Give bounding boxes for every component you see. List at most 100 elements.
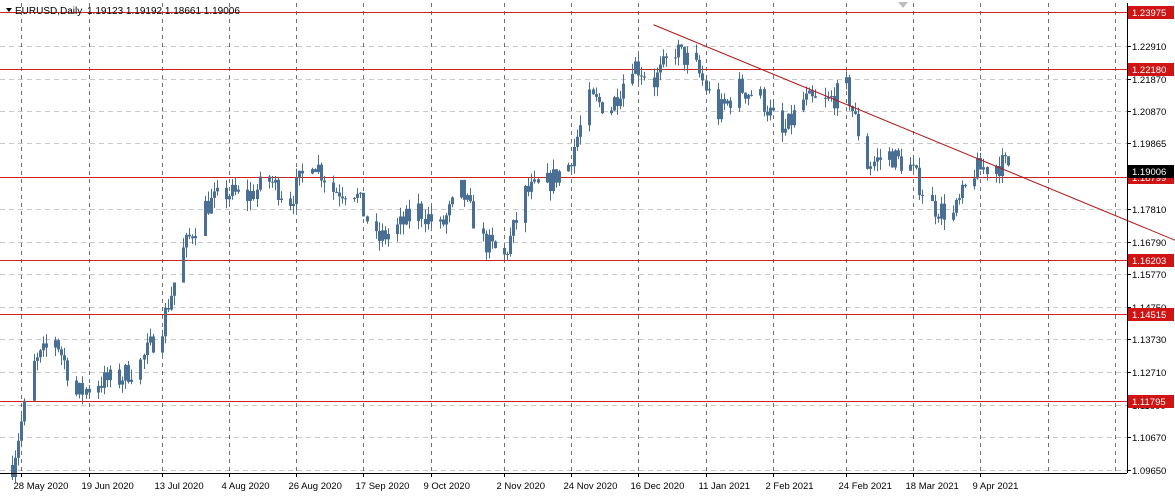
candle [918, 157, 921, 201]
candle [830, 90, 833, 102]
candle [161, 329, 164, 355]
candle-body [228, 196, 231, 200]
candle-body [665, 56, 668, 58]
candle-body [546, 172, 549, 183]
candle-body [708, 89, 711, 91]
candle [289, 191, 292, 211]
candle-body [918, 167, 921, 196]
candle [827, 91, 830, 102]
candle-body [781, 110, 784, 133]
candle [491, 227, 494, 249]
candle [54, 336, 57, 357]
candle [943, 194, 946, 230]
candle [964, 183, 967, 188]
candle [399, 207, 402, 235]
candle [485, 230, 488, 260]
candle-body [833, 96, 836, 109]
level-price-tag [1128, 395, 1174, 408]
candle-body [139, 359, 142, 380]
candle [701, 65, 704, 86]
candle-body [225, 187, 228, 200]
candle-body [332, 182, 335, 192]
candle-body [42, 343, 45, 351]
candle-body [921, 194, 924, 196]
candle [952, 205, 955, 222]
candle-body [485, 233, 488, 253]
candle-body [63, 355, 66, 361]
candle-body [619, 98, 622, 107]
candle [259, 171, 262, 192]
time-tick-label: 9 Oct 2020 [424, 481, 470, 492]
candle-body [588, 89, 591, 126]
candle [622, 74, 625, 107]
candle-body [848, 77, 851, 106]
level-price-label: 1.22180 [1132, 65, 1166, 76]
time-axis[interactable]: 28 May 2020 19 Jun 2020 13 Jul 2020 4 Aug 2… [14, 473, 1019, 492]
candle-body [472, 201, 475, 229]
candle [63, 347, 66, 370]
candle-body [634, 61, 637, 74]
candle-body [405, 208, 408, 225]
candle [36, 352, 39, 371]
scroll-shift-marker-icon[interactable] [898, 2, 908, 8]
current-price-label: 1.19006 [1132, 167, 1166, 178]
level-price-label: 1.11795 [1132, 397, 1166, 408]
candle-body [622, 83, 625, 99]
candle-body [311, 169, 314, 174]
candle-body [246, 189, 249, 201]
candle-body [851, 105, 854, 112]
candle-body [931, 194, 934, 202]
candle-body [900, 156, 903, 171]
candle-body [674, 57, 677, 59]
candle [598, 92, 601, 108]
candle-body [14, 457, 17, 477]
candle-body [362, 192, 365, 217]
candle-body [811, 90, 814, 97]
candle-body [417, 203, 420, 222]
candle-body [237, 189, 240, 192]
candle [909, 156, 912, 171]
candle [873, 156, 876, 171]
time-tick-label: 26 Aug 2020 [289, 481, 342, 492]
trend-line-group[interactable] [653, 24, 1175, 269]
candle [579, 115, 582, 145]
grid [0, 3, 1127, 473]
candle [249, 182, 252, 211]
candle-body [995, 166, 998, 175]
candle-body [698, 59, 701, 74]
candle [610, 106, 613, 116]
candle-body [961, 184, 964, 199]
candle [173, 282, 176, 306]
candle-body [744, 92, 747, 99]
time-tick-label: 28 May 2020 [14, 481, 69, 492]
candle-body [85, 388, 88, 395]
candle-body [442, 219, 445, 225]
collapse-triangle-icon[interactable] [6, 8, 12, 12]
candle-body [381, 230, 384, 241]
candle [359, 192, 362, 199]
candle [338, 184, 341, 207]
candle [940, 196, 943, 226]
candle [188, 227, 191, 240]
candle [921, 189, 924, 204]
candle-body [298, 170, 301, 178]
candle-body [280, 198, 283, 201]
candle [1001, 148, 1004, 183]
candle-body [955, 199, 958, 213]
candle [512, 219, 515, 243]
time-tick-label: 2 Feb 2021 [766, 481, 814, 492]
horizontal-levels[interactable] [0, 12, 1127, 402]
candle-body [33, 360, 36, 401]
candle-body [723, 99, 726, 104]
candle [595, 87, 598, 102]
candle-body [466, 195, 469, 200]
candle-body [314, 169, 317, 173]
level-price-tag [1128, 6, 1174, 19]
candle-body [194, 235, 197, 239]
trend-line[interactable] [653, 24, 1175, 269]
candle-body [894, 150, 897, 168]
candle-body [592, 89, 595, 95]
candle-body [106, 372, 109, 381]
